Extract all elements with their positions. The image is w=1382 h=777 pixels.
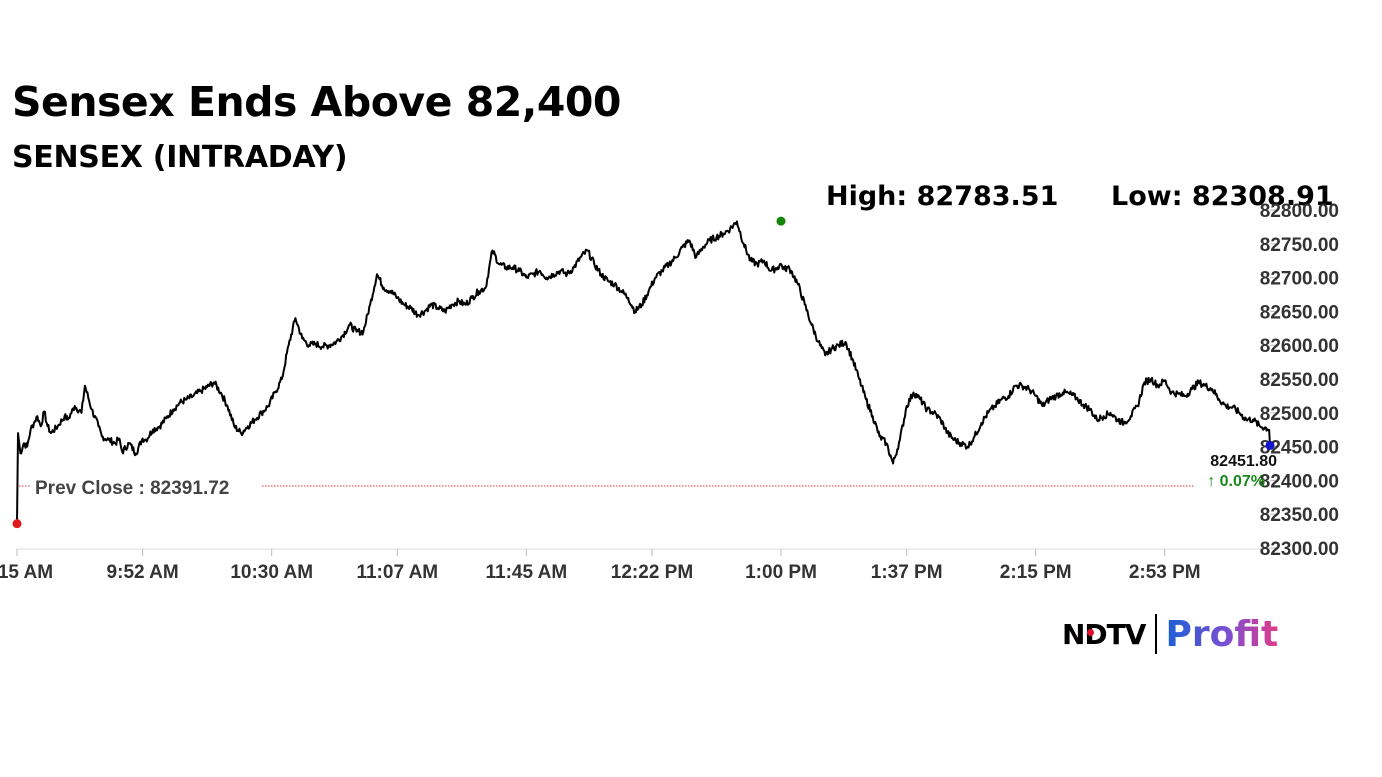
low-label: Low: 82308.91 [1111,181,1334,212]
change-percent-label: ↑ 0.07% [1207,473,1265,490]
y-tick-label: 82300.00 [1260,539,1339,560]
close-point-marker [1265,440,1275,450]
x-tick-label: 9:15 AM [0,562,53,583]
profit-logo-text: Profit [1165,613,1279,655]
y-tick-label: 82650.00 [1260,302,1339,323]
y-tick-label: 82750.00 [1260,235,1339,256]
y-tick-label: 82500.00 [1260,404,1339,425]
ndtv-profit-logo: NDTV Profit [1062,612,1278,656]
logo-divider [1155,614,1158,654]
logo-dot-icon [1087,629,1094,636]
x-tick-label: 10:30 AM [230,562,313,583]
y-tick-label: 82450.00 [1260,438,1339,459]
low-point-marker [12,519,22,529]
x-tick-label: 11:07 AM [356,562,438,583]
x-tick-label: 2:53 PM [1129,562,1201,583]
y-tick-label: 82400.00 [1260,471,1339,492]
y-tick-label: 82350.00 [1260,505,1339,526]
high-label: High: 82783.51 [826,181,1059,212]
x-tick-label: 2:15 PM [1000,562,1072,583]
prev-close-label: Prev Close : 82391.72 [35,478,229,499]
last-value-label: 82451.80 [1210,453,1277,470]
x-tick-label: 12:22 PM [611,562,693,583]
y-tick-label: 82550.00 [1260,370,1339,391]
sensex-price-line [16,220,1271,524]
x-tick-label: 1:00 PM [745,562,817,583]
x-tick-label: 11:45 AM [486,562,568,583]
y-tick-label: 82700.00 [1260,269,1339,290]
sensex-intraday-chart: 9:15 AM 9:52 AM 10:30 AM 11:07 AM 11:45 AM 12… [0,201,1339,583]
y-tick-label: 82800.00 [1260,201,1339,222]
x-tick-label: 9:52 AM [107,562,179,583]
y-tick-label: 82600.00 [1260,336,1339,357]
chart-subtitle: SENSEX (INTRADAY) [12,140,348,175]
high-point-marker [776,216,786,226]
ndtv-logo-text: NDTV [1062,617,1146,651]
x-tick-label: 1:37 PM [871,562,943,583]
page-title: Sensex Ends Above 82,400 [12,78,621,126]
